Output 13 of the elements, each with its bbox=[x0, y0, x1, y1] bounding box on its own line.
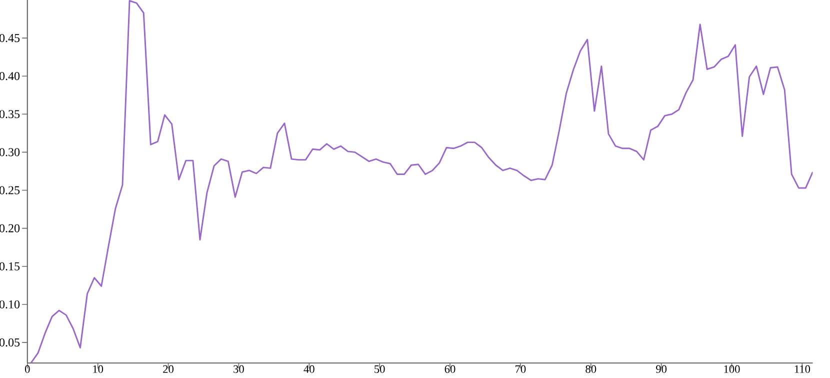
x-tick-label: 110 bbox=[794, 365, 810, 373]
x-tick-label: 20 bbox=[163, 365, 174, 373]
x-tick-label: 100 bbox=[724, 365, 740, 373]
x-tick-label: 80 bbox=[586, 365, 596, 373]
x-tick-label: 0 bbox=[25, 365, 30, 373]
x-tick-label: 30 bbox=[234, 365, 244, 373]
x-tick-label: 40 bbox=[304, 365, 314, 373]
x-tick-label: 90 bbox=[656, 365, 667, 373]
x-tick-label: 10 bbox=[93, 365, 104, 373]
x-tick-label: 60 bbox=[444, 365, 456, 373]
x-tick-label: 70 bbox=[516, 365, 526, 373]
line-series bbox=[30, 0, 813, 363]
x-tick-label: 50 bbox=[374, 365, 385, 373]
